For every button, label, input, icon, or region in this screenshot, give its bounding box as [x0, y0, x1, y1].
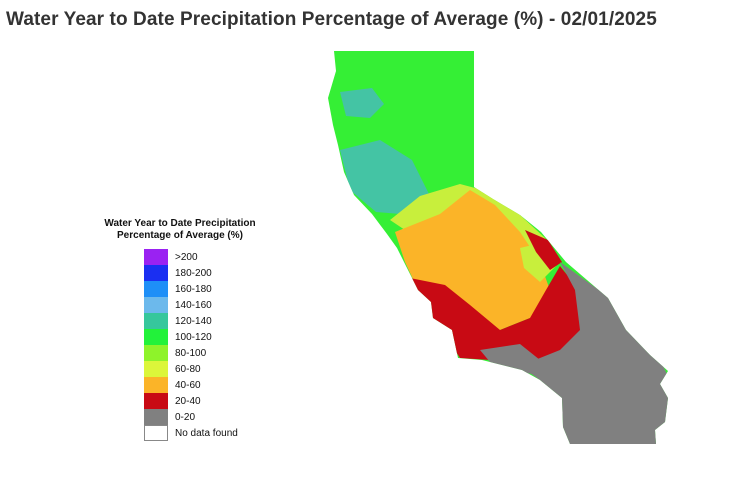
region-south-red	[410, 266, 585, 360]
legend-swatch	[144, 297, 168, 313]
legend-items: >200 180-200 160-180 140-160 120-140 100-120 8…	[144, 249, 268, 441]
legend-item: 60-80	[144, 361, 268, 377]
legend-label: 0-20	[175, 411, 196, 423]
legend-label: 80-100	[175, 347, 207, 359]
legend-label: 160-180	[175, 283, 212, 295]
legend-item: 0-20	[144, 409, 268, 425]
legend-swatch	[144, 409, 168, 425]
legend-item: 120-140	[144, 313, 268, 329]
legend-item: 180-200	[144, 265, 268, 281]
legend-item: 20-40	[144, 393, 268, 409]
legend-label: 120-140	[175, 315, 212, 327]
legend-swatch	[144, 265, 168, 281]
page-title: Water Year to Date Precipitation Percent…	[6, 9, 657, 30]
legend-label: 40-60	[175, 379, 201, 391]
region-north-teal	[340, 88, 384, 118]
legend-item: 160-180	[144, 281, 268, 297]
legend-title-line-2: Percentage of Average (%)	[117, 230, 243, 241]
legend-label: 180-200	[175, 267, 212, 279]
legend-swatch	[144, 361, 168, 377]
legend-swatch	[144, 425, 168, 441]
legend-item: 40-60	[144, 377, 268, 393]
region-east-red	[525, 230, 562, 270]
legend-item: 140-160	[144, 297, 268, 313]
legend-label: 140-160	[175, 299, 212, 311]
legend-title-line-1: Water Year to Date Precipitation	[104, 218, 256, 229]
legend-swatch	[144, 393, 168, 409]
legend-label: 20-40	[175, 395, 201, 407]
legend-swatch	[144, 313, 168, 329]
legend-item: >200	[144, 249, 268, 265]
legend-item: 80-100	[144, 345, 268, 361]
legend-swatch	[144, 249, 168, 265]
legend-swatch	[144, 345, 168, 361]
legend-label: 100-120	[175, 331, 212, 343]
legend-swatch	[144, 281, 168, 297]
legend-item: 100-120	[144, 329, 268, 345]
legend: Water Year to Date Precipitation Percent…	[92, 218, 268, 441]
region-south-coast-gray	[480, 344, 556, 378]
legend-label: No data found	[175, 427, 238, 439]
legend-title: Water Year to Date Precipitation Percent…	[92, 218, 268, 242]
legend-swatch	[144, 329, 168, 345]
legend-label: 60-80	[175, 363, 201, 375]
legend-item: No data found	[144, 425, 268, 441]
legend-label: >200	[175, 251, 198, 263]
legend-swatch	[144, 377, 168, 393]
region-northwest-teal	[340, 140, 430, 214]
